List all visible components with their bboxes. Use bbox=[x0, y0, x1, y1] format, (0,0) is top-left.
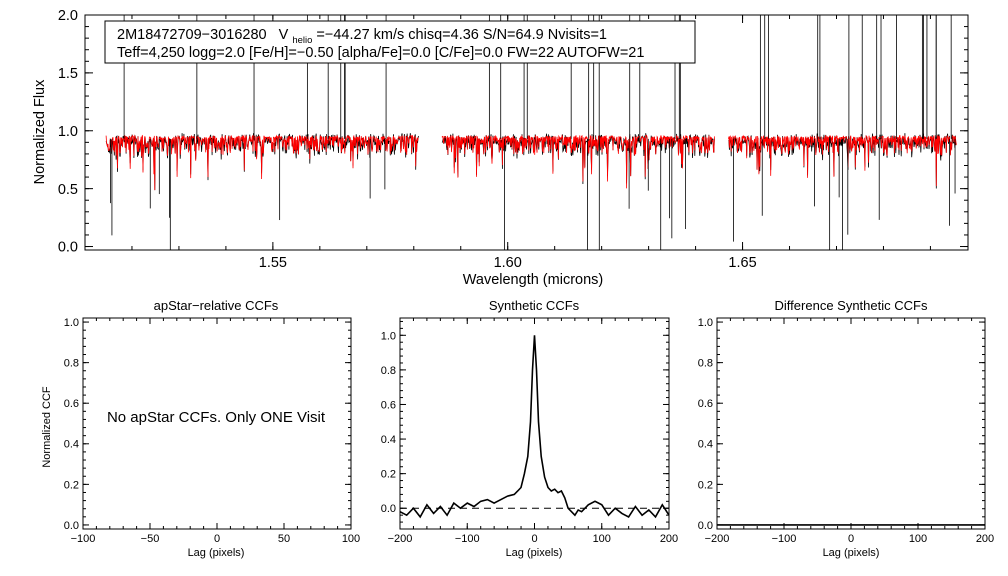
apstar-ccf-panel: −100 −50 0 50 100 0.0 0.2 0.4 0.6 0.8 1.0 apStar−r… bbox=[41, 298, 360, 559]
apstar-ccf-ticks: −100 −50 0 50 100 0.0 0.2 0.4 0.6 0.8 1.0 bbox=[64, 317, 360, 545]
no-ccf-message: No apStar CCFs. Only ONE Visit bbox=[107, 409, 326, 426]
y-tick-label: 0.4 bbox=[381, 434, 396, 446]
difference-ccf-x-axis-label: Lag (pixels) bbox=[823, 547, 880, 559]
x-tick-label: −200 bbox=[705, 533, 730, 545]
x-tick-label: 200 bbox=[660, 533, 678, 545]
x-tick-label: 100 bbox=[593, 533, 611, 545]
y-tick-label: 1.0 bbox=[64, 317, 79, 329]
synthetic-spectrum-line bbox=[441, 134, 715, 189]
difference-ccf-plot-frame bbox=[716, 317, 986, 530]
x-tick-label: −200 bbox=[388, 533, 413, 545]
x-tick-label: 0 bbox=[214, 533, 220, 545]
y-tick-label: 0.4 bbox=[64, 439, 79, 451]
synthetic-ccf-plot-frame bbox=[399, 317, 670, 530]
synthetic-ccf-ticks: −200 −100 0 100 200 0.0 0.2 0.4 0.6 0.8 1.0 bbox=[381, 318, 678, 545]
star-id: 2M18472709−3016280 bbox=[117, 27, 267, 43]
spectrum-ticks: 1.55 1.60 1.65 0.0 0.5 1.0 1.5 2.0 bbox=[58, 8, 968, 271]
velocity-stats: =−44.27 km/s chisq=4.36 S/N=64.9 Nvisits… bbox=[316, 27, 607, 43]
y-tick-label: 0.2 bbox=[698, 479, 713, 491]
x-tick-label: 1.65 bbox=[728, 255, 756, 271]
x-tick-label: 100 bbox=[909, 533, 927, 545]
synthetic-ccf-series bbox=[399, 335, 670, 519]
spectrum-y-axis-label: Normalized Flux bbox=[32, 79, 48, 184]
y-tick-label: 0.8 bbox=[64, 358, 79, 370]
x-tick-label: 1.55 bbox=[259, 255, 287, 271]
y-tick-label: 0.6 bbox=[64, 398, 79, 410]
x-tick-label: −100 bbox=[772, 533, 797, 545]
y-tick-label: 0.6 bbox=[381, 399, 396, 411]
x-tick-label: 100 bbox=[342, 533, 360, 545]
apstar-ccf-y-axis-label: Normalized CCF bbox=[41, 386, 53, 468]
x-tick-label: −100 bbox=[71, 533, 96, 545]
y-tick-label: 0.5 bbox=[58, 182, 78, 198]
y-tick-label: 0.2 bbox=[64, 479, 79, 491]
synthetic-ccf-title: Synthetic CCFs bbox=[489, 298, 580, 313]
y-tick-label: 1.5 bbox=[58, 66, 78, 82]
y-tick-label: 0.0 bbox=[64, 520, 79, 532]
y-tick-label: 1.0 bbox=[58, 124, 78, 140]
x-tick-label: 50 bbox=[278, 533, 290, 545]
y-tick-label: 0.0 bbox=[58, 240, 78, 256]
annotation-line-2: Teff=4,250 logg=2.0 [Fe/H]=−0.50 [alpha/… bbox=[117, 45, 644, 61]
spectrum-panel: 1.55 1.60 1.65 0.0 0.5 1.0 1.5 2.0 2M18472709−3… bbox=[32, 8, 969, 288]
apstar-ccf-x-axis-label: Lag (pixels) bbox=[188, 547, 245, 559]
ccf-line bbox=[399, 335, 670, 519]
x-tick-label: 0 bbox=[848, 533, 854, 545]
y-tick-label: 0.6 bbox=[698, 398, 713, 410]
y-tick-label: 0.4 bbox=[698, 439, 713, 451]
apstar-ccf-title: apStar−relative CCFs bbox=[154, 298, 279, 313]
x-tick-label: 1.60 bbox=[494, 255, 522, 271]
annotation-box bbox=[104, 20, 696, 64]
velocity-symbol: V bbox=[279, 27, 289, 43]
y-tick-label: 1.0 bbox=[698, 317, 713, 329]
difference-ccf-panel: −200 −100 0 100 200 0.0 0.2 0.4 0.6 0.8 1.0 Differ… bbox=[698, 298, 994, 559]
y-tick-label: 0.2 bbox=[381, 469, 396, 481]
synthetic-ccf-panel: −200 −100 0 100 200 0.0 0.2 0.4 0.6 0.8 1.0 Synthe… bbox=[381, 298, 678, 559]
velocity-subscript: helio bbox=[292, 35, 312, 46]
annotation-line-1: 2M18472709−3016280 V helio =−44.27 km/s … bbox=[117, 27, 607, 47]
x-tick-label: 0 bbox=[531, 533, 537, 545]
y-tick-label: 2.0 bbox=[58, 8, 78, 24]
difference-ccf-ticks: −200 −100 0 100 200 0.0 0.2 0.4 0.6 0.8 1.0 bbox=[698, 317, 994, 545]
x-tick-label: 200 bbox=[976, 533, 994, 545]
y-tick-label: 0.8 bbox=[381, 365, 396, 377]
y-tick-label: 0.0 bbox=[381, 503, 396, 515]
spectrum-plot-frame bbox=[84, 14, 969, 251]
difference-ccf-title: Difference Synthetic CCFs bbox=[775, 298, 928, 313]
y-tick-label: 0.8 bbox=[698, 358, 713, 370]
x-tick-label: −50 bbox=[141, 533, 160, 545]
synthetic-ccf-x-axis-label: Lag (pixels) bbox=[506, 547, 563, 559]
y-tick-label: 1.0 bbox=[381, 330, 396, 342]
x-tick-label: −100 bbox=[455, 533, 480, 545]
y-tick-label: 0.0 bbox=[698, 520, 713, 532]
spectrum-x-axis-label: Wavelength (microns) bbox=[463, 272, 603, 288]
synthetic-spectrum-line bbox=[105, 134, 419, 191]
